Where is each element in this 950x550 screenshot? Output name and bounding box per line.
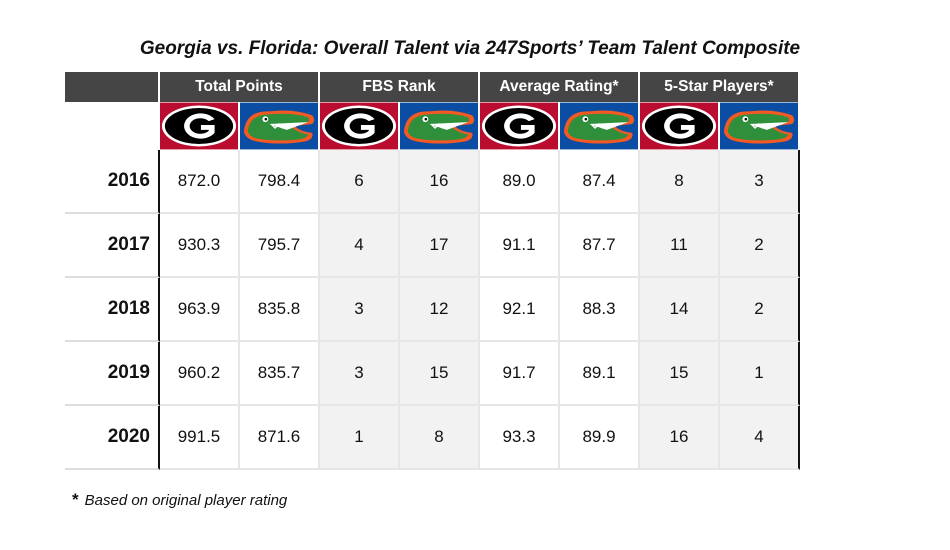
table-cell: 87.7 bbox=[560, 214, 640, 278]
header-total-points: Total Points bbox=[160, 72, 320, 102]
table-cell: 93.3 bbox=[480, 406, 560, 470]
table-cell: 991.5 bbox=[160, 406, 240, 470]
header-five-star-players: 5-Star Players* bbox=[640, 72, 800, 102]
table-cell: 16 bbox=[400, 150, 480, 214]
table-cell: 3 bbox=[720, 150, 800, 214]
table-cell: 8 bbox=[640, 150, 720, 214]
table-cell: 17 bbox=[400, 214, 480, 278]
footnote-text: Based on original player rating bbox=[84, 492, 288, 509]
table-cell: 930.3 bbox=[160, 214, 240, 278]
table-cell: 87.4 bbox=[560, 150, 640, 214]
table-cell: 960.2 bbox=[160, 342, 240, 406]
table-cell: 6 bbox=[320, 150, 400, 214]
table-cell: 1 bbox=[720, 342, 800, 406]
table-cell: 91.1 bbox=[480, 214, 560, 278]
logo-row-blank bbox=[65, 102, 160, 150]
table-cell: 11 bbox=[640, 214, 720, 278]
table-cell: 91.7 bbox=[480, 342, 560, 406]
table-cell: 4 bbox=[720, 406, 800, 470]
year-label: 2019 bbox=[65, 342, 160, 406]
year-label: 2017 bbox=[65, 214, 160, 278]
table-cell: 3 bbox=[320, 342, 400, 406]
georgia-logo bbox=[160, 102, 240, 150]
header-average-rating: Average Rating* bbox=[480, 72, 640, 102]
georgia-logo bbox=[640, 102, 720, 150]
footnote-marker: * bbox=[72, 490, 79, 509]
table-cell: 835.8 bbox=[240, 278, 320, 342]
year-label: 2016 bbox=[65, 150, 160, 214]
table-cell: 92.1 bbox=[480, 278, 560, 342]
florida-logo bbox=[720, 102, 800, 150]
table-cell: 4 bbox=[320, 214, 400, 278]
year-label: 2020 bbox=[65, 406, 160, 470]
table-cell: 88.3 bbox=[560, 278, 640, 342]
table-cell: 16 bbox=[640, 406, 720, 470]
table-cell: 3 bbox=[320, 278, 400, 342]
table-cell: 1 bbox=[320, 406, 400, 470]
table-cell: 8 bbox=[400, 406, 480, 470]
table-cell: 14 bbox=[640, 278, 720, 342]
table-cell: 15 bbox=[640, 342, 720, 406]
footnote: * Based on original player rating bbox=[72, 490, 287, 510]
header-blank bbox=[65, 72, 160, 102]
table-cell: 835.7 bbox=[240, 342, 320, 406]
table-cell: 89.1 bbox=[560, 342, 640, 406]
table-cell: 871.6 bbox=[240, 406, 320, 470]
georgia-logo bbox=[320, 102, 400, 150]
table-cell: 798.4 bbox=[240, 150, 320, 214]
header-fbs-rank: FBS Rank bbox=[320, 72, 480, 102]
table-cell: 795.7 bbox=[240, 214, 320, 278]
table-cell: 2 bbox=[720, 214, 800, 278]
chart-title: Georgia vs. Florida: Overall Talent via … bbox=[139, 38, 801, 59]
talent-table: Total Points FBS Rank Average Rating* 5-… bbox=[65, 72, 800, 470]
table-cell: 963.9 bbox=[160, 278, 240, 342]
georgia-logo bbox=[480, 102, 560, 150]
florida-logo bbox=[560, 102, 640, 150]
table-cell: 872.0 bbox=[160, 150, 240, 214]
table-cell: 2 bbox=[720, 278, 800, 342]
table-cell: 89.9 bbox=[560, 406, 640, 470]
florida-logo bbox=[400, 102, 480, 150]
table-cell: 89.0 bbox=[480, 150, 560, 214]
table-cell: 12 bbox=[400, 278, 480, 342]
year-label: 2018 bbox=[65, 278, 160, 342]
table-cell: 15 bbox=[400, 342, 480, 406]
florida-logo bbox=[240, 102, 320, 150]
